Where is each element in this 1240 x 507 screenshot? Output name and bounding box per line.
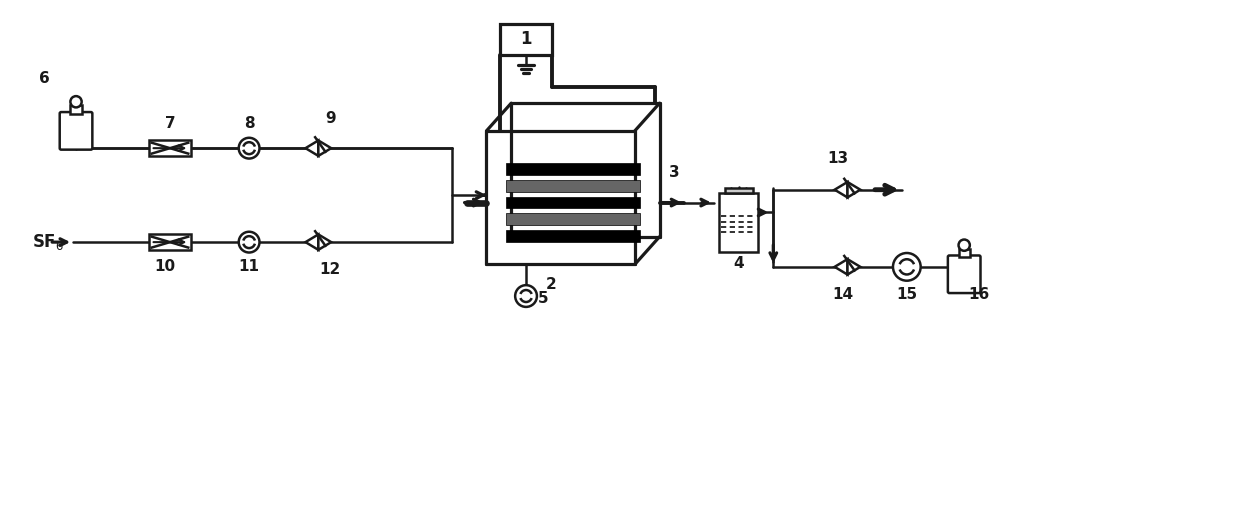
Text: 11: 11 [238,260,259,274]
Bar [959,248,970,258]
Bar [149,234,191,250]
Bar [725,188,753,193]
Bar [500,23,552,55]
Text: 12: 12 [320,262,341,277]
Text: 16: 16 [968,287,990,302]
FancyBboxPatch shape [60,112,92,150]
Text: 8: 8 [244,116,254,131]
Bar [506,180,640,192]
Bar [506,197,640,208]
Circle shape [959,239,970,251]
Text: 6: 6 [38,71,50,86]
Text: SF$_6$: SF$_6$ [31,232,63,252]
Text: 13: 13 [827,151,848,166]
Polygon shape [847,259,861,275]
Text: 9: 9 [325,111,336,126]
Circle shape [515,285,537,307]
Polygon shape [835,259,847,275]
Text: 7: 7 [165,116,175,131]
Text: 14: 14 [832,287,853,302]
Text: 5: 5 [538,292,548,307]
Bar [149,140,191,156]
Bar [506,230,640,242]
FancyBboxPatch shape [947,256,981,293]
Circle shape [893,253,920,281]
Polygon shape [305,234,319,250]
Text: 2: 2 [546,277,557,292]
Text: 3: 3 [670,165,680,180]
Polygon shape [319,140,331,156]
Polygon shape [319,234,331,250]
Circle shape [239,232,259,252]
Text: 10: 10 [155,260,176,274]
Polygon shape [847,182,861,197]
Bar [71,105,82,114]
Circle shape [239,138,259,159]
Polygon shape [835,182,847,197]
Circle shape [71,96,82,107]
Text: 15: 15 [897,287,918,302]
Bar [506,163,640,175]
Bar [506,213,640,225]
Text: 1: 1 [521,30,532,48]
Bar [719,193,759,252]
Polygon shape [305,140,319,156]
Text: 4: 4 [733,257,744,271]
